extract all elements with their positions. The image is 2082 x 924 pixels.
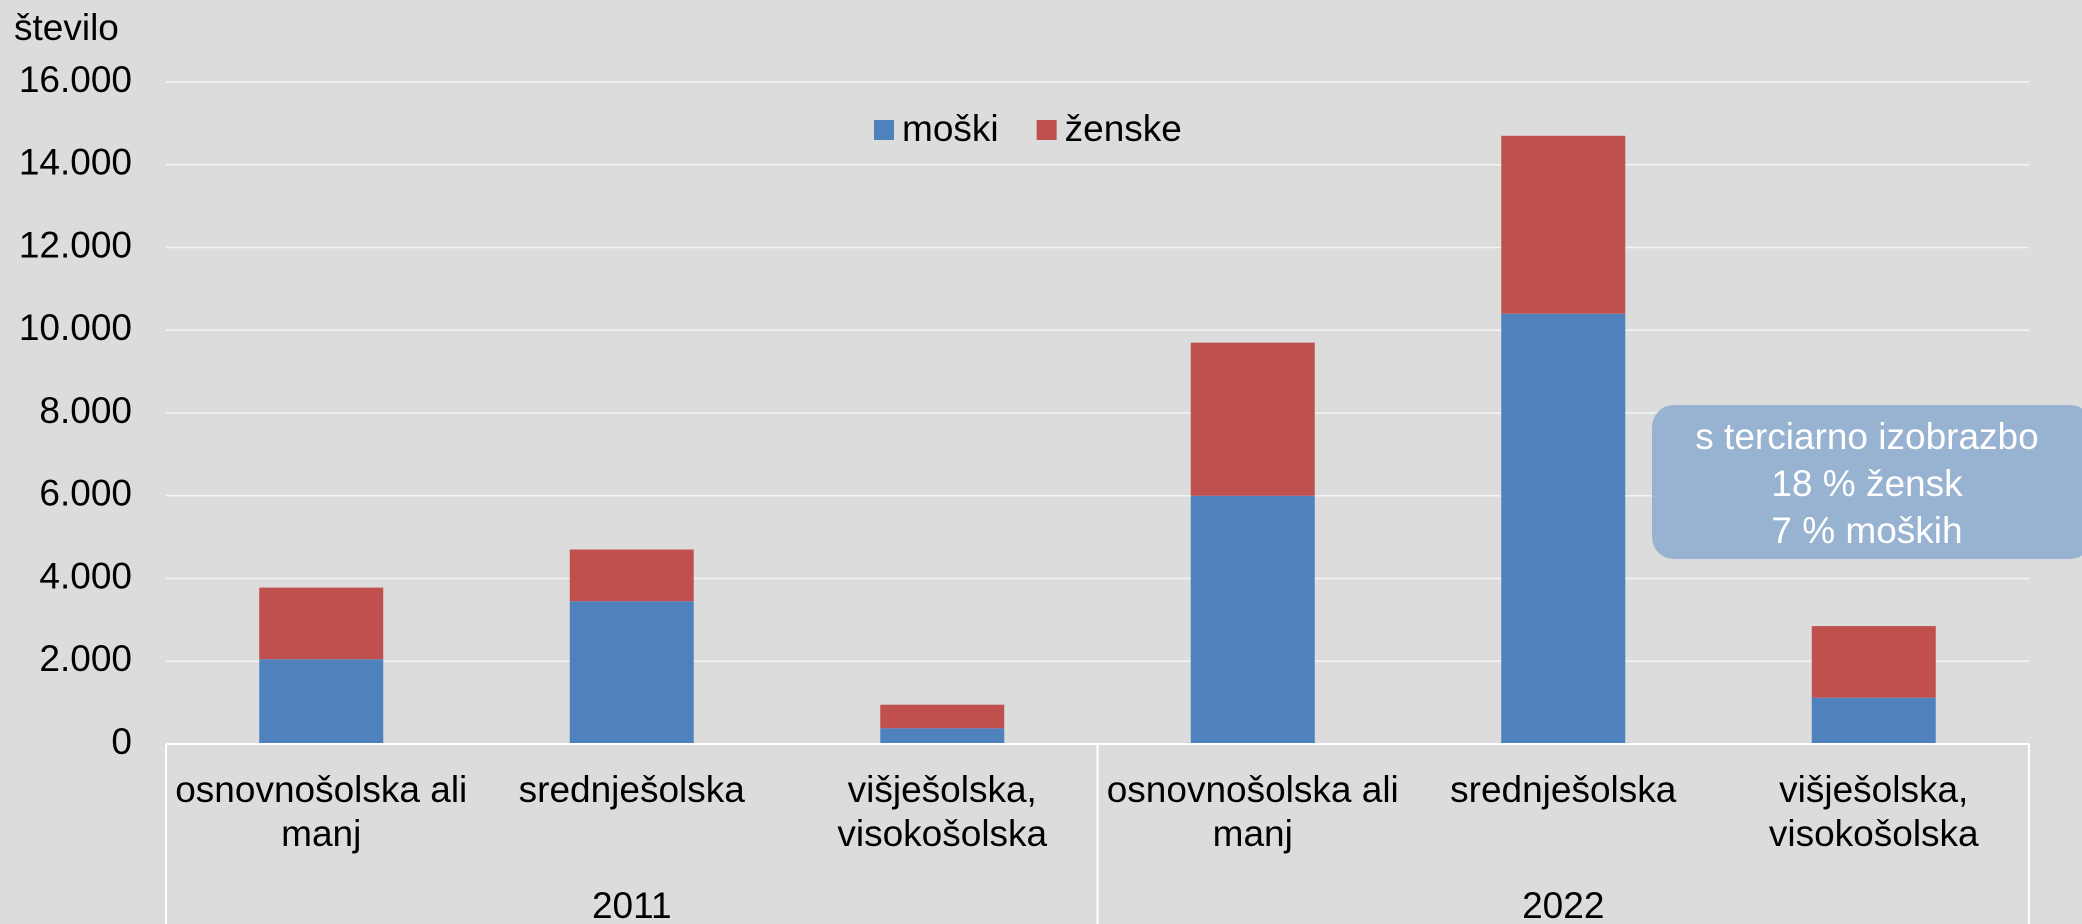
bar-segment: [259, 587, 384, 660]
y-tick-label: 4.000: [39, 555, 132, 596]
y-tick-label: 10.000: [19, 307, 132, 348]
bar-segment: [880, 728, 1005, 744]
bar-segment: [259, 659, 384, 744]
group-label: 2022: [1522, 885, 1605, 924]
annotation-line: 7 % moških: [1771, 510, 1963, 551]
y-tick-label: 14.000: [19, 142, 132, 183]
x-tick-label: srednješolska: [1450, 769, 1677, 810]
annotation-line: s terciarno izobrazbo: [1695, 416, 2039, 457]
y-tick-label: 12.000: [19, 224, 132, 265]
x-tick-label: osnovnošolska ali manj: [1106, 769, 1399, 854]
annotation-line: 18 % žensk: [1771, 463, 1963, 504]
x-tick-label: višješolska, visokošolska: [1768, 769, 1979, 854]
y-tick-label: 8.000: [39, 390, 132, 431]
bar-segment: [1811, 697, 1936, 744]
legend-swatch: [874, 120, 894, 140]
legend-swatch: [1036, 120, 1057, 140]
x-tick-label: višješolska, visokošolska: [837, 769, 1048, 854]
bar-segment: [569, 549, 694, 602]
y-tick-label: 2.000: [39, 638, 132, 679]
bar-segment: [880, 704, 1005, 729]
bar-segment: [1501, 135, 1626, 314]
y-axis-label: število: [14, 7, 119, 48]
y-tick-label: 0: [111, 721, 132, 762]
x-tick-label: osnovnošolska ali manj: [175, 769, 468, 854]
bar-segment: [1811, 626, 1936, 698]
x-tick-label: srednješolska: [518, 769, 745, 810]
y-tick-label: 6.000: [39, 473, 132, 514]
bar-segment: [1190, 342, 1315, 496]
bar-segment: [1190, 495, 1315, 744]
y-tick-label: 16.000: [19, 59, 132, 100]
annotation: s terciarno izobrazbo 18 % žensk 7 % moški…: [1652, 405, 2082, 559]
legend-label: moški: [902, 108, 999, 149]
bar-segment: [569, 601, 694, 744]
legend-label: ženske: [1065, 108, 1182, 149]
group-label: 2011: [591, 885, 672, 924]
bar-segment: [1501, 313, 1626, 744]
